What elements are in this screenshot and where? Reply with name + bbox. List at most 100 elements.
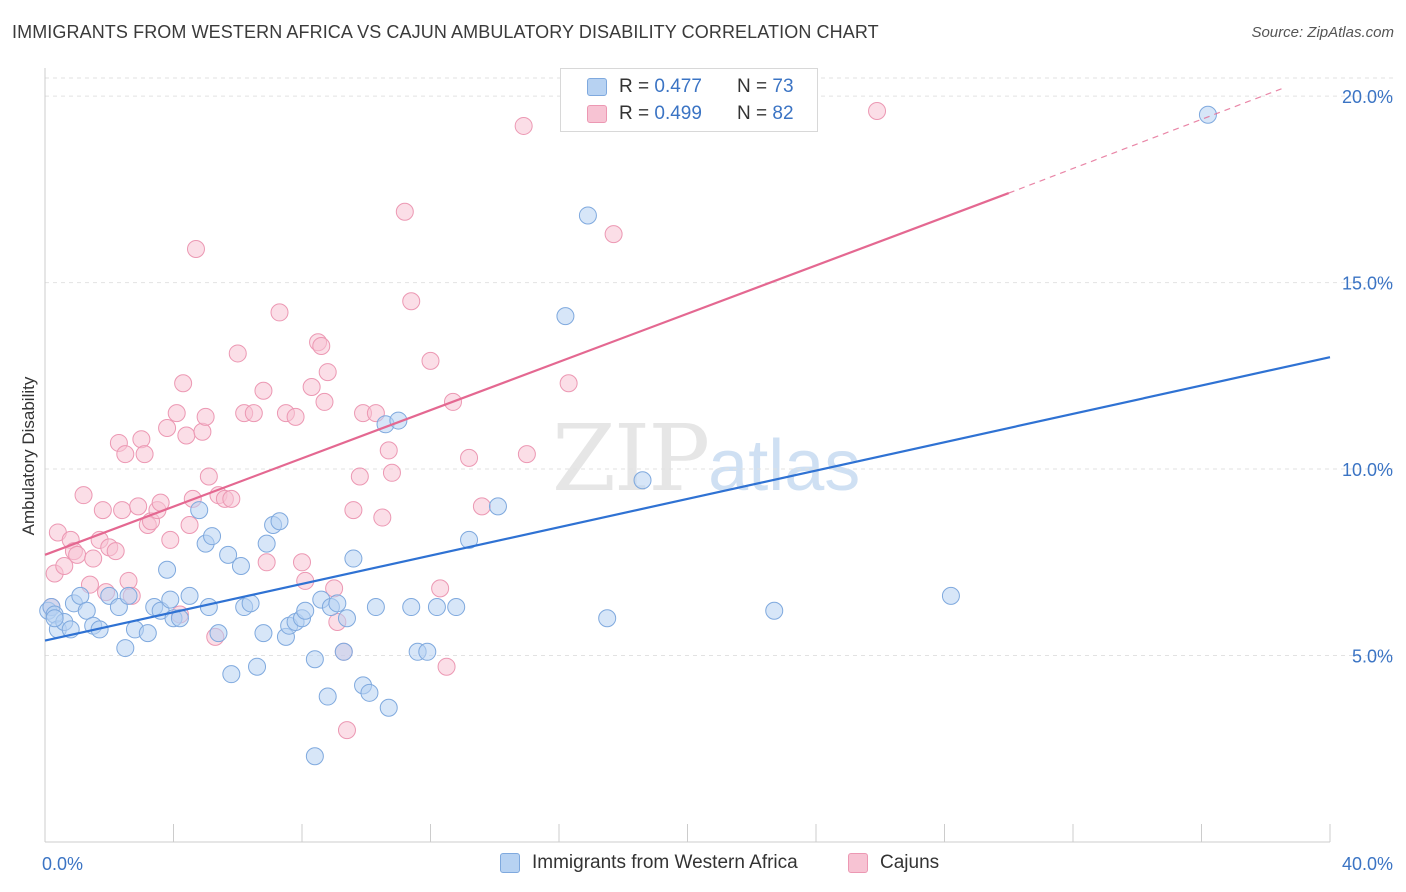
cajun-point <box>868 102 887 121</box>
western-africa-point <box>460 530 479 549</box>
western-africa-point <box>45 609 64 628</box>
cajun-point <box>196 407 215 426</box>
cajun-point <box>93 501 112 520</box>
x-tick-label: 0.0% <box>42 854 83 874</box>
cajun-point <box>161 530 180 549</box>
cajun-point <box>312 336 331 355</box>
cajun-point <box>193 422 212 441</box>
cajun-point <box>55 557 74 576</box>
cajun-point <box>286 407 305 426</box>
chart-title: IMMIGRANTS FROM WESTERN AFRICA VS CAJUN … <box>12 22 879 42</box>
cajun-point <box>395 202 414 221</box>
cajun-point <box>402 292 421 311</box>
western-africa-point <box>598 609 617 628</box>
legend-r-value-1: 0.477 <box>654 76 702 97</box>
western-africa-point <box>447 598 466 617</box>
western-africa-point <box>418 642 437 661</box>
cajun-point <box>337 721 356 740</box>
western-africa-point <box>334 642 353 661</box>
western-africa-point <box>556 307 575 326</box>
western-africa-point <box>379 698 398 717</box>
western-africa-point <box>231 557 250 576</box>
y-tick-label: 10.0% <box>1342 460 1393 480</box>
cajun-point <box>254 381 273 400</box>
cajun-point <box>472 497 491 516</box>
legend-swatch-pink <box>587 105 607 123</box>
legend-n-label-2: N = <box>737 103 773 124</box>
western-africa-point <box>203 527 222 546</box>
y-tick-label: 5.0% <box>1352 647 1393 667</box>
cajun-point <box>460 448 479 467</box>
western-africa-point <box>199 598 218 617</box>
cajun-point <box>106 542 125 561</box>
legend-row-series2: R = 0.499 N = 82 <box>587 102 794 126</box>
western-africa-point <box>427 598 446 617</box>
cajun-point <box>382 463 401 482</box>
cajun-point <box>132 430 151 449</box>
cajun-trendline-extension <box>1008 88 1283 194</box>
western-africa-point <box>328 594 347 613</box>
legend-r-label-2: R = <box>619 103 655 124</box>
legend-row-series1: R = 0.477 N = 73 <box>587 75 794 99</box>
western-africa-point <box>71 586 90 605</box>
legend-n-value-2: 82 <box>772 103 794 124</box>
western-africa-point <box>248 657 267 676</box>
cajun-point <box>177 426 196 445</box>
legend-box: R = 0.477 N = 73 R = 0.499 N = 82 <box>560 68 818 132</box>
cajun-point <box>293 553 311 572</box>
western-africa-point <box>344 549 363 568</box>
cajun-point <box>350 467 369 486</box>
cajun-point <box>116 445 135 464</box>
western-africa-point <box>402 598 421 617</box>
western-africa-point <box>257 534 276 553</box>
western-africa-point <box>161 590 180 609</box>
bottom-legend-item-series1[interactable]: Immigrants from Western Africa <box>500 852 798 874</box>
cajun-point <box>74 486 93 505</box>
cajun-point <box>437 657 456 676</box>
western-africa-point <box>1198 105 1217 124</box>
bottom-legend: Immigrants from Western Africa Cajuns <box>0 852 1406 878</box>
western-africa-point <box>209 624 228 643</box>
western-africa-point <box>765 601 784 620</box>
cajun-point <box>135 445 154 464</box>
cajun-point <box>222 489 241 508</box>
western-africa-point <box>305 747 324 766</box>
cajun-point <box>514 116 533 135</box>
western-africa-point <box>119 586 138 605</box>
cajun-point <box>559 374 578 393</box>
legend-r-label-1: R = <box>619 76 655 97</box>
western-africa-point <box>116 639 135 658</box>
y-tick-label: 20.0% <box>1342 87 1393 107</box>
western-africa-point <box>190 501 209 520</box>
western-africa-point <box>488 497 507 516</box>
legend-n-label-1: N = <box>737 76 773 97</box>
bottom-legend-swatch-pink <box>848 853 868 873</box>
cajun-point <box>257 553 276 572</box>
legend-n-value-1: 73 <box>772 76 794 97</box>
cajun-point <box>186 240 205 259</box>
bottom-legend-label-series1: Immigrants from Western Africa <box>532 852 798 873</box>
western-africa-point <box>318 687 337 706</box>
cajun-point <box>84 549 103 568</box>
western-africa-point <box>180 586 199 605</box>
x-tick-label: 40.0% <box>1342 854 1393 874</box>
western-africa-trendline <box>44 356 1331 642</box>
western-africa-point <box>270 512 289 531</box>
western-africa-point <box>337 609 356 628</box>
western-africa-point <box>360 683 379 702</box>
western-africa-point <box>158 560 177 579</box>
cajun-point <box>431 579 450 598</box>
cajun-point <box>604 225 623 244</box>
bottom-legend-swatch-blue <box>500 853 520 873</box>
bottom-legend-item-series2[interactable]: Cajuns <box>848 852 939 874</box>
cajun-point <box>318 363 337 382</box>
cajun-point <box>517 445 536 464</box>
cajun-point <box>270 303 289 322</box>
legend-r-value-2: 0.499 <box>654 103 702 124</box>
cajun-point <box>344 501 363 520</box>
cajun-point <box>167 404 186 423</box>
y-tick-label: 15.0% <box>1342 274 1393 294</box>
western-africa-point <box>633 471 652 490</box>
western-africa-point <box>305 650 324 669</box>
